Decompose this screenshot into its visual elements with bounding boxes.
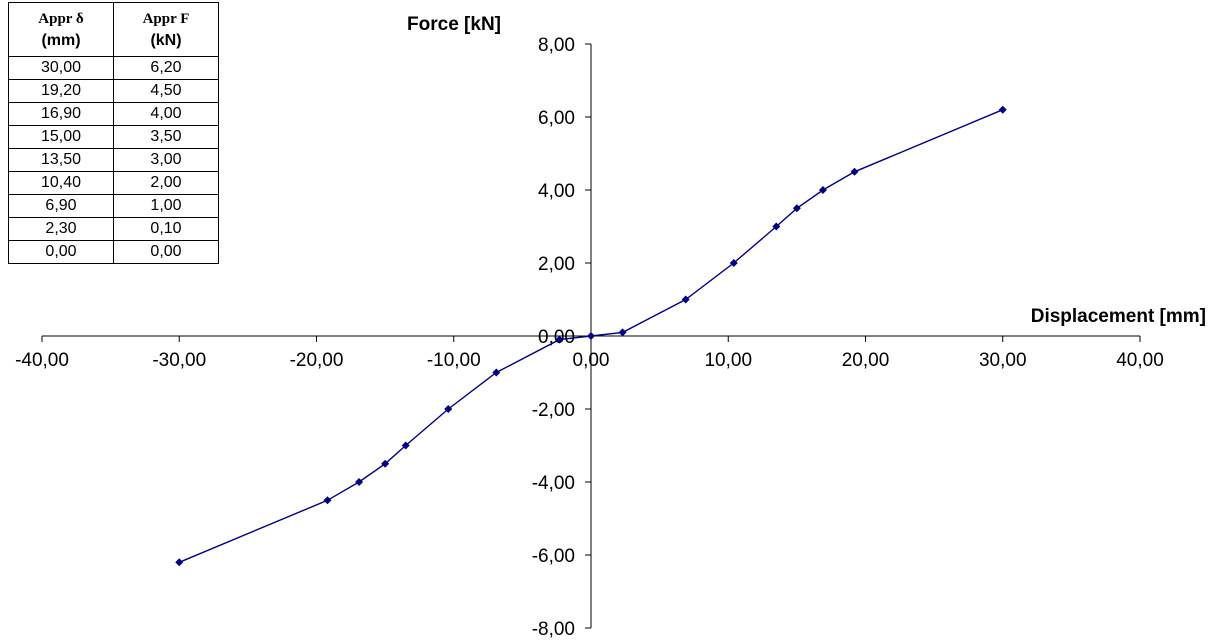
- y-tick-label: 6,00: [538, 108, 575, 129]
- header-displacement: Appr δ (mm): [8, 2, 114, 57]
- y-tick-label: -8,00: [532, 619, 575, 640]
- data-point: [444, 405, 453, 413]
- cell-displacement: 13,50: [8, 148, 114, 172]
- cell-force: 2,00: [113, 171, 219, 195]
- data-point: [587, 332, 595, 340]
- data-point: [323, 496, 332, 505]
- data-point: [792, 204, 801, 213]
- y-tick-label: -4,00: [532, 473, 575, 494]
- cell-force: 0,00: [113, 240, 219, 264]
- x-tick-labels: -40,00 -30,00 -20,00 -10,00 0,00 10,00 20,00 30…: [15, 350, 1164, 371]
- y-tick-label: 0,00: [538, 327, 575, 348]
- data-point: [850, 167, 859, 176]
- data-table: Appr δ (mm) Appr F (kN) 30,00 6,20 19,20 4,…: [8, 2, 219, 264]
- x-axis-title: Displacement [mm]: [1031, 306, 1206, 327]
- table-row: 15,00 3,50: [8, 125, 219, 149]
- data-series: [175, 105, 1007, 567]
- x-tick-label: 10,00: [704, 350, 752, 371]
- data-point: [998, 105, 1007, 114]
- data-point: [401, 441, 410, 450]
- y-tick-label: 2,00: [538, 254, 575, 275]
- y-tick-label: -2,00: [532, 400, 575, 421]
- data-point: [818, 186, 827, 194]
- x-tick-label: 20,00: [842, 350, 890, 371]
- x-tick-label: -20,00: [290, 350, 344, 371]
- cell-displacement: 19,20: [8, 79, 114, 103]
- table-row: 2,30 0,10: [8, 217, 219, 241]
- data-point: [618, 328, 627, 337]
- table-row: 19,20 4,50: [8, 79, 219, 103]
- table-row: 13,50 3,00: [8, 148, 219, 172]
- x-tick-label: 0,00: [573, 350, 610, 371]
- cell-displacement: 30,00: [8, 56, 114, 80]
- table-row: 6,90 1,00: [8, 194, 219, 218]
- table-row: 10,40 2,00: [8, 171, 219, 195]
- x-tick-label: 30,00: [979, 350, 1027, 371]
- data-point: [555, 335, 564, 344]
- data-point: [355, 478, 364, 486]
- cell-force: 6,20: [113, 56, 219, 80]
- cell-displacement: 15,00: [8, 125, 114, 149]
- cell-displacement: 0,00: [8, 240, 114, 264]
- x-tick-label: -30,00: [152, 350, 206, 371]
- cell-force: 3,00: [113, 148, 219, 172]
- cell-force: 0,10: [113, 217, 219, 241]
- cell-displacement: 2,30: [8, 217, 114, 241]
- data-point: [729, 259, 738, 267]
- y-tick-label: 4,00: [538, 181, 575, 202]
- table-row: 16,90 4,00: [8, 102, 219, 126]
- data-point: [681, 295, 690, 304]
- cell-displacement: 16,90: [8, 102, 114, 126]
- y-tick-label: 8,00: [538, 35, 575, 56]
- table-row: 0,00 0,00: [8, 240, 219, 264]
- cell-force: 1,00: [113, 194, 219, 218]
- cell-force: 4,00: [113, 102, 219, 126]
- cell-force: 4,50: [113, 79, 219, 103]
- data-point: [175, 558, 184, 567]
- data-point: [772, 222, 781, 231]
- cell-displacement: 10,40: [8, 171, 114, 195]
- x-tick-label: -40,00: [15, 350, 69, 371]
- x-tick-label: 40,00: [1116, 350, 1164, 371]
- header-force: Appr F (kN): [113, 2, 219, 57]
- y-axis-title: Force [kN]: [407, 14, 501, 35]
- y-tick-labels: -8,00 -6,00 -4,00 -2,00 0,00 2,00 4,00 6,00 8,00: [532, 35, 575, 640]
- data-point: [492, 368, 501, 377]
- table-body: 30,00 6,20 19,20 4,50 16,90 4,00 15,00 3,50 13,5…: [8, 56, 219, 264]
- cell-force: 3,50: [113, 125, 219, 149]
- table-header-row: Appr δ (mm) Appr F (kN): [8, 2, 219, 57]
- y-tick-label: -6,00: [532, 546, 575, 567]
- x-tick-label: -10,00: [427, 350, 481, 371]
- data-point: [381, 459, 390, 468]
- cell-displacement: 6,90: [8, 194, 114, 218]
- table-row: 30,00 6,20: [8, 56, 219, 80]
